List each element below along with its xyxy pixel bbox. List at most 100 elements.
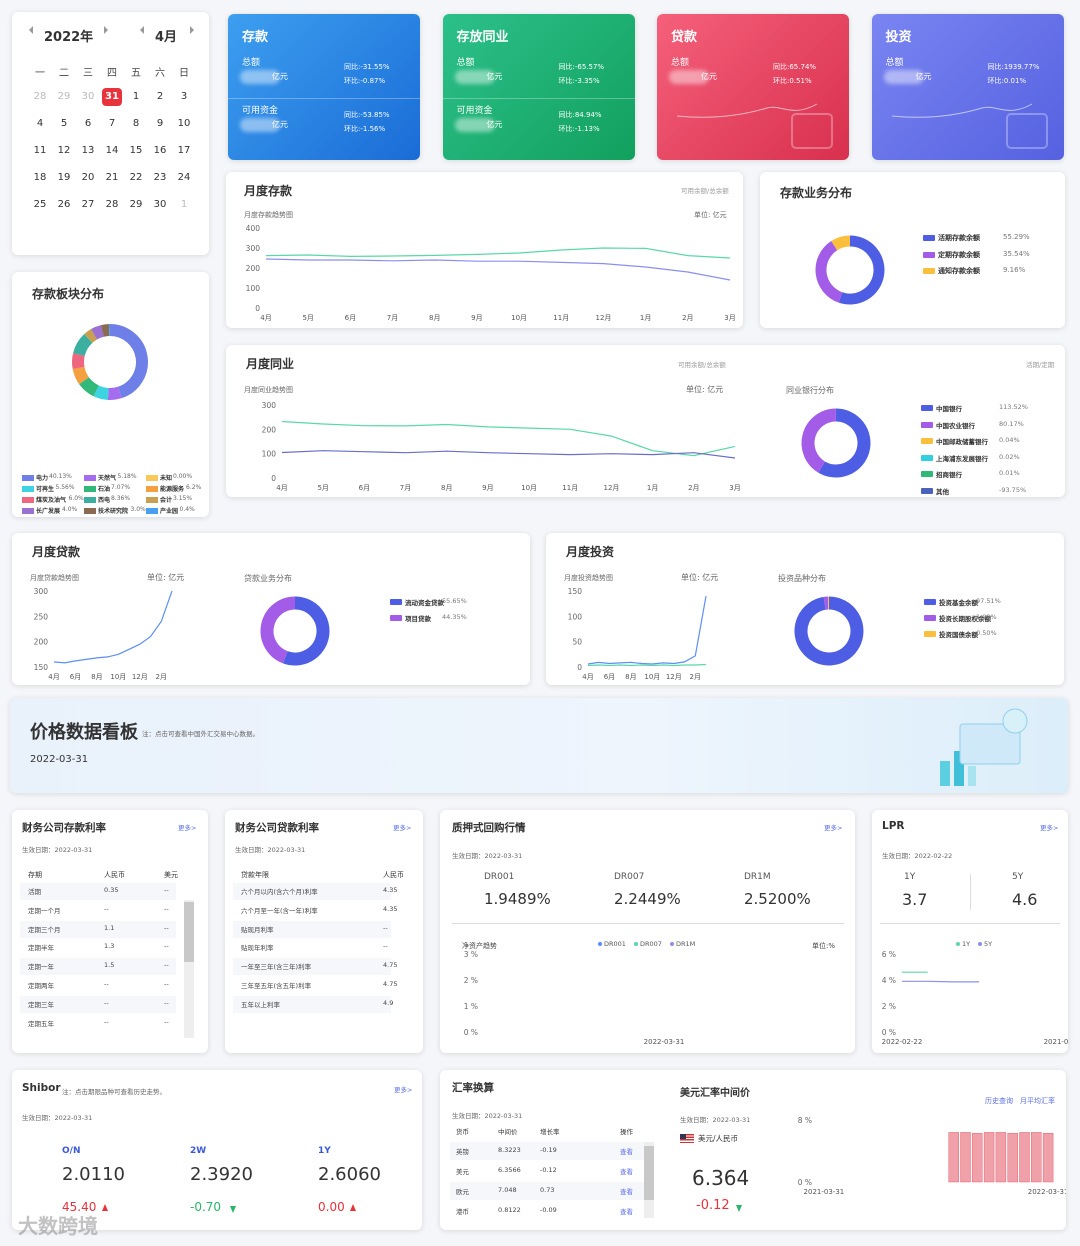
table-cell: 港币 [456,1208,469,1216]
calendar-day[interactable]: 24 [177,172,191,183]
x-tick-label: 4月 [276,484,287,492]
calendar-day[interactable]: 21 [105,172,119,183]
calendar-day[interactable]: 30 [81,91,95,102]
calendar-day[interactable]: 9 [156,118,164,129]
calendar-day[interactable]: 19 [57,172,71,183]
calendar-day[interactable]: 1 [180,199,188,210]
x-tick-label: 12月 [595,314,611,322]
calendar-day[interactable]: 16 [153,145,167,156]
bar [1019,1132,1030,1183]
donut-segment [801,408,837,473]
x-tick-label: 10月 [521,484,537,492]
link[interactable]: 历史查询 [985,1097,1013,1105]
table-cell: 4.75 [383,961,398,970]
calendar-day[interactable]: 7 [108,118,116,129]
calendar-day[interactable]: 18 [33,172,47,183]
calendar-day[interactable]: 6 [84,118,92,129]
scrollbar-thumb[interactable] [184,902,194,962]
link[interactable]: 月平均汇率 [1020,1097,1055,1105]
calendar-day[interactable]: 10 [177,118,191,129]
more-link[interactable]: 更多> [393,824,412,832]
card-title: 存款 [242,30,269,45]
term-label[interactable]: 2W [190,1146,207,1156]
more-link[interactable]: 更多> [178,824,197,832]
donut-segment [260,596,296,664]
calendar-day[interactable]: 13 [81,145,95,156]
calendar-day[interactable]: 28 [33,91,47,102]
calendar-day[interactable]: 29 [57,91,71,102]
unit: 亿元 [915,72,932,81]
calendar-day[interactable]: 1 [132,91,140,102]
chart [794,596,864,666]
line-series [265,258,731,281]
calendar-day[interactable]: 31 [102,88,122,106]
term-label[interactable]: 1Y [318,1146,331,1156]
calendar-day[interactable]: 26 [57,199,71,210]
table-cell: -- [164,980,169,988]
unit: 单位:% [812,942,836,950]
calendar-day[interactable]: 27 [81,199,95,210]
chart-title: 净资产趋势 [462,942,497,950]
x-tick-label: 2022-02-22 [882,1038,923,1046]
nav-arrow[interactable] [190,26,198,34]
calendar-day[interactable]: 20 [81,172,95,183]
subtitle: 投资品种分布 [778,574,826,583]
hint[interactable]: 可用余额/总余额 [681,187,729,195]
calendar-day[interactable]: 23 [153,172,167,183]
term-label[interactable]: O/N [62,1146,81,1156]
table-header: 增长率 [540,1128,560,1136]
calendar-day[interactable]: 30 [153,199,167,210]
donut-segment [84,329,98,343]
calendar-day[interactable]: 14 [105,145,119,156]
hint[interactable]: 活期/定期 [1026,361,1055,369]
calendar-day[interactable]: 17 [177,145,191,156]
panel-title: LPR [882,820,905,832]
panel-title: 汇率换算 [452,1082,494,1094]
nav-arrow[interactable] [104,26,112,34]
hint[interactable]: 可用余额/总余额 [678,361,726,369]
unit: 单位: 亿元 [681,573,719,582]
x-tick-label: 8月 [625,673,636,681]
legend-value: 3.15% [173,495,193,502]
view-link[interactable]: 查看 [620,1188,633,1196]
more-link[interactable]: 更多> [1040,824,1059,832]
legend-label: 活期存款余额 [938,234,980,242]
y-tick-label: 0 [271,474,276,483]
legend-value: 6.2% [186,484,202,491]
calendar-day[interactable]: 22 [129,172,143,183]
calendar-day[interactable]: 12 [57,145,71,156]
calendar-day[interactable]: 29 [129,199,143,210]
y-tick-label: 100 [246,284,261,293]
calendar-day[interactable]: 3 [180,91,188,102]
x-tick-label: 3月 [729,484,740,492]
panel-title: 存款业务分布 [780,186,853,200]
x-tick-label: 11月 [562,484,578,492]
legend-swatch [22,508,34,514]
calendar-day[interactable]: 4 [36,118,44,129]
table-row [233,977,391,994]
subtitle: 月度同业趋势图 [244,386,293,394]
more-link[interactable]: 更多> [394,1086,413,1094]
legend-swatch [84,508,96,514]
nav-arrow[interactable] [136,26,144,34]
summary-card: 存放同业 总额 亿元 同比:-65.57% 环比:-3.35% 可用资金 亿元 同比:84.9… [442,14,635,160]
calendar-day[interactable]: 11 [33,145,47,156]
calendar-day[interactable]: 15 [129,145,143,156]
banner-note: 注：点击可查看中国外汇交易中心数据。 [142,730,259,738]
line-series [902,980,979,983]
scrollbar-thumb[interactable] [644,1146,654,1200]
yoy: 同比:-31.55% [344,63,390,71]
more-link[interactable]: 更多> [824,824,843,832]
calendar-day[interactable]: 28 [105,199,119,210]
subtitle: 月度存款趋势图 [244,211,293,219]
view-link[interactable]: 查看 [620,1168,633,1176]
view-link[interactable]: 查看 [620,1148,633,1156]
nav-arrow[interactable] [25,26,33,34]
calendar-day[interactable]: 8 [132,118,140,129]
x-tick-label: 10月 [644,673,660,681]
calendar-day[interactable]: 25 [33,199,47,210]
view-link[interactable]: 查看 [620,1208,633,1216]
x-tick-label: 2021-0 [1044,1038,1068,1046]
calendar-day[interactable]: 5 [60,118,68,129]
calendar-day[interactable]: 2 [156,91,164,102]
